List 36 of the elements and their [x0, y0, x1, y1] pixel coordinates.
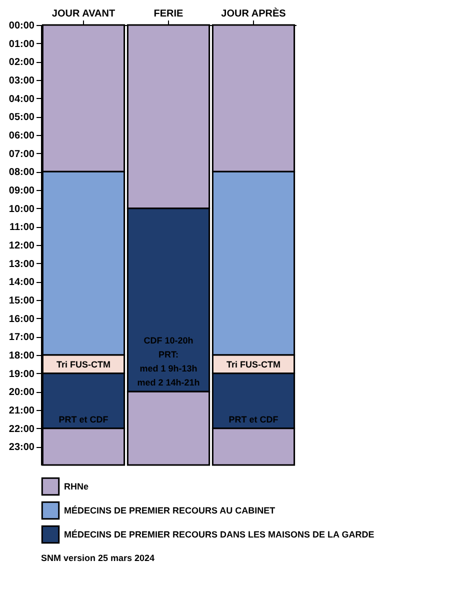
y-tick-label: 08:00 — [8, 167, 35, 178]
x-tick-label: JOUR APRÈS — [221, 8, 286, 20]
y-tick-label: 22:00 — [8, 424, 35, 435]
y-tick-label: 15:00 — [8, 296, 35, 306]
y-tick-label: 04:00 — [8, 94, 35, 105]
annotation: Tri FUS-CTM — [56, 359, 110, 370]
y-tick-label: 20:00 — [8, 387, 35, 398]
y-tick-label: 12:00 — [8, 240, 35, 252]
y-tick-label: 09:00 — [8, 186, 35, 196]
annotation: CDF 10-20h PRT: med 1 9h-13h med 2 14h-21h — [137, 336, 200, 388]
y-tick-label: 23:00 — [8, 442, 35, 454]
y-tick-label: 13:00 — [8, 258, 35, 270]
y-tick-label: 07:00 — [8, 148, 35, 160]
y-tick-label: 01:00 — [8, 38, 35, 50]
y-tick-label: 18:00 — [8, 350, 35, 362]
y-tick-label: 02:00 — [8, 57, 35, 68]
x-tick-label: JOUR AVANT — [52, 8, 116, 20]
annotation: Tri FUS-CTM — [226, 359, 280, 370]
y-tick-label: 00:00 — [8, 20, 35, 32]
legend-label: MÉDECINS DE PREMIER RECOURS DANS LES MAISONS DE LA GARDE — [64, 530, 374, 540]
x-tick-label: FERIE — [154, 8, 184, 20]
annotation: PRT et CDF — [228, 414, 279, 424]
y-tick-label: 05:00 — [8, 112, 35, 124]
y-tick-label: 14:00 — [8, 277, 35, 288]
y-tick-label: 17:00 — [8, 332, 35, 344]
y-tick-label: 16:00 — [8, 314, 35, 325]
y-tick-label: 11:00 — [9, 222, 35, 234]
y-tick-label: 10:00 — [8, 204, 35, 215]
text: SNM version 25 mars 2024 — [41, 553, 155, 563]
legend-label: RHNe — [64, 482, 89, 492]
y-tick-label: 03:00 — [8, 76, 35, 86]
annotation: PRT et CDF — [58, 414, 109, 424]
y-tick-label: 21:00 — [8, 406, 35, 416]
y-tick-label: 19:00 — [8, 368, 35, 380]
legend-label: MÉDECINS DE PREMIER RECOURS AU CABINET — [64, 506, 276, 516]
y-tick-label: 06:00 — [8, 130, 35, 142]
